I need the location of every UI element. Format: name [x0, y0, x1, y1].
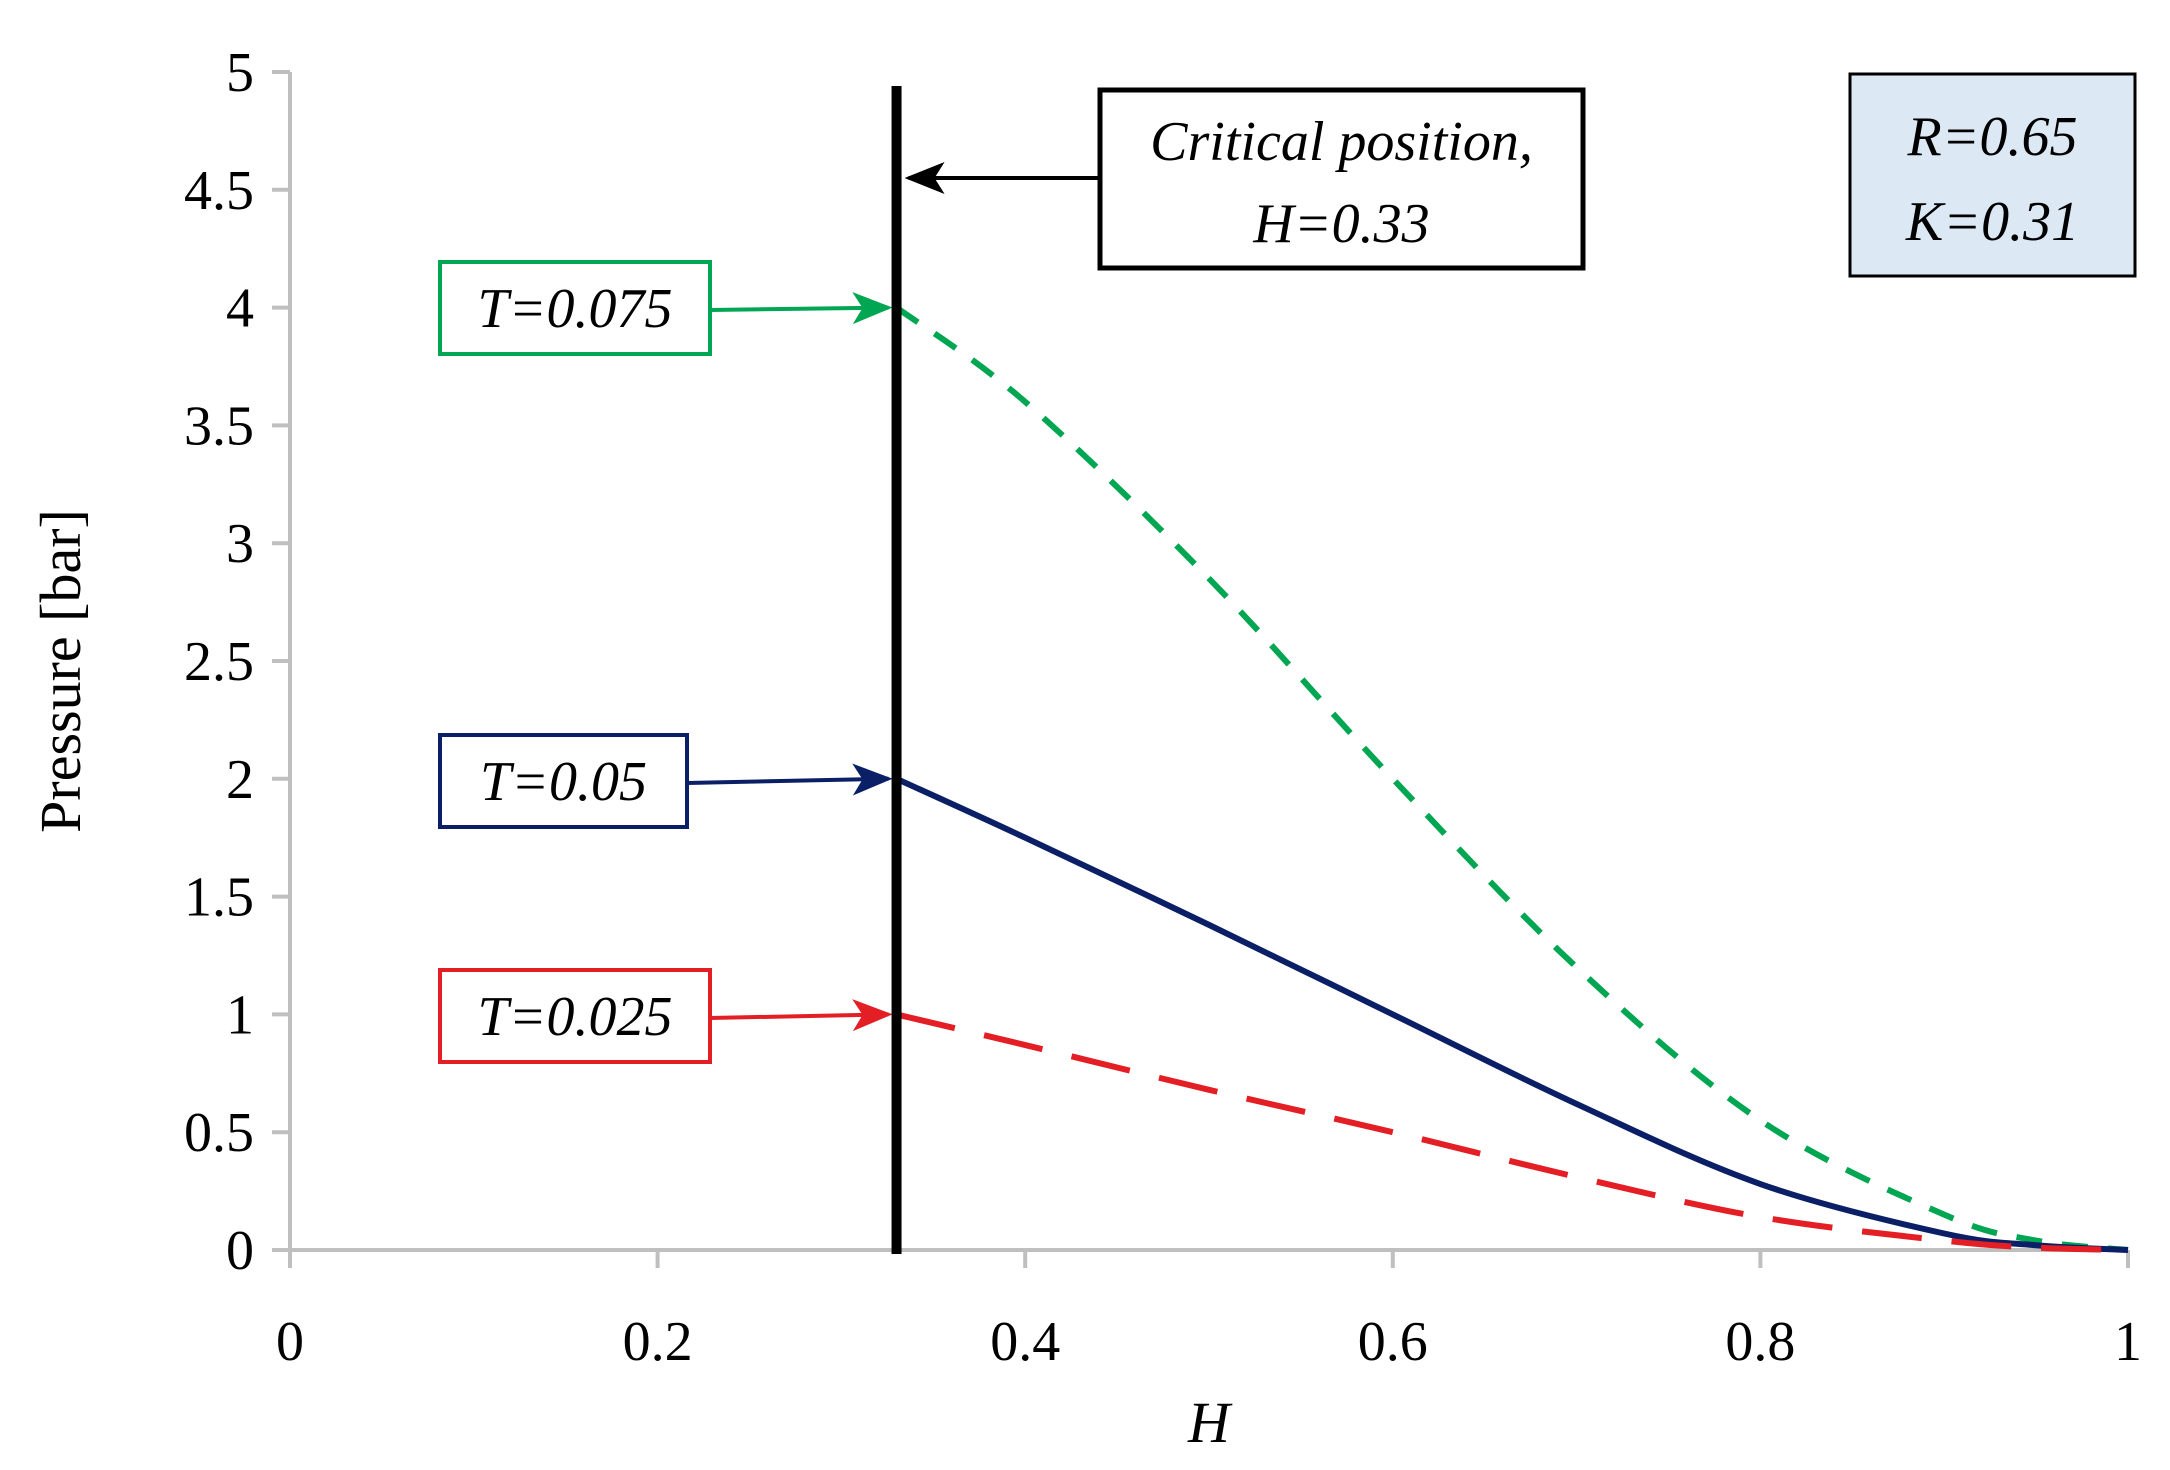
y-tick-label: 5 [226, 42, 254, 104]
axes: 0 0.5 1 1.5 2 2.5 3 3.5 4 4.5 5 0 0.2 0.4 0.6 0.8 1 H Pres… [28, 42, 2142, 1455]
series-label-text: T=0.025 [478, 986, 673, 1048]
series-label-arrow [686, 763, 893, 796]
y-tick-label: 4.5 [184, 160, 254, 222]
x-tick-label: 0.2 [623, 1311, 693, 1373]
x-axis-title: H [1187, 1390, 1233, 1455]
x-tick-label: 0.8 [1725, 1311, 1795, 1373]
y-tick-label: 0.5 [184, 1102, 254, 1164]
y-tick-label: 2 [226, 749, 254, 811]
series-line-t-0-025 [895, 1011, 2129, 1253]
y-axis-title: Pressure [bar] [28, 509, 93, 833]
series-label-border [438, 260, 712, 356]
critical-position-label-line1: Critical position, [1150, 111, 1533, 173]
y-tick-label: 3.5 [184, 395, 254, 457]
y-tick-label: 1 [226, 984, 254, 1046]
parameter-k-label: K=0.31 [1905, 191, 2079, 253]
x-tick-label: 0.6 [1358, 1311, 1428, 1373]
series-label-border [438, 733, 689, 829]
x-tick-label: 0 [276, 1311, 304, 1373]
x-tick-label: 0.4 [990, 1311, 1060, 1373]
series-label-arrow [709, 292, 893, 325]
annotations: T=0.075 T=0.05 T=0.025 Critical position, H=… [438, 72, 2137, 1254]
y-tick-label: 4 [226, 278, 254, 340]
series-label-arrow [709, 999, 893, 1032]
y-tick-label: 3 [226, 513, 254, 575]
x-tick-label: 1 [2114, 1311, 2142, 1373]
series-label-box: T=0.05 [438, 733, 893, 829]
series-label-text: T=0.05 [480, 751, 647, 813]
critical-position-box: Critical position, H=0.33 [904, 87, 1586, 271]
y-tick-label: 2.5 [184, 631, 254, 693]
series-line-t-0-05 [895, 776, 2129, 1253]
parameter-r-label: R=0.65 [1907, 106, 2078, 168]
y-tick-label: 0 [226, 1220, 254, 1282]
critical-position-label-line2: H=0.33 [1252, 193, 1429, 255]
series-layer [894, 305, 2129, 1253]
series-label-text: T=0.075 [478, 278, 673, 340]
series-label-border [438, 968, 712, 1064]
y-tick-label: 1.5 [184, 867, 254, 929]
series-label-box: T=0.025 [438, 968, 893, 1064]
series-line-t-0-075 [894, 305, 2129, 1253]
series-label-box: T=0.075 [438, 260, 893, 356]
parameters-box: R=0.65 K=0.31 [1848, 72, 2137, 278]
critical-position-border [1097, 87, 1586, 271]
parameters-border [1848, 72, 2137, 278]
